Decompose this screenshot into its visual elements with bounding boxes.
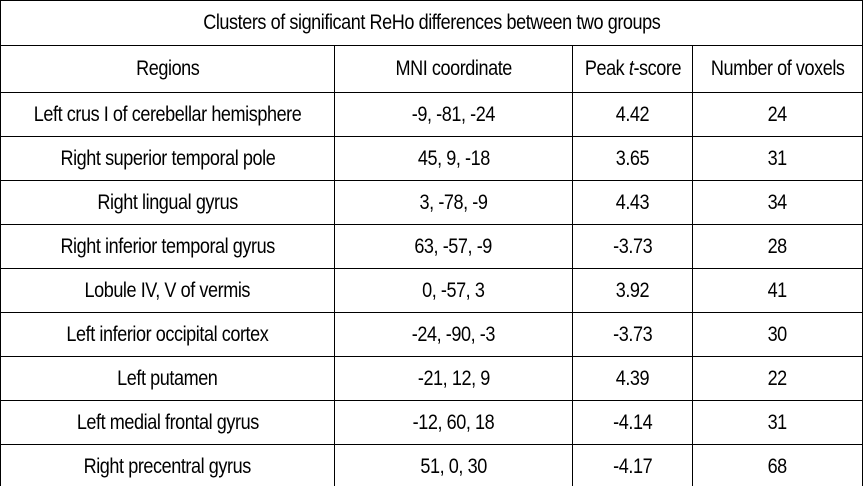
cell-peak: -3.73 <box>572 224 693 269</box>
cell-voxels-text: 30 <box>767 322 788 346</box>
cell-peak: 4.43 <box>572 180 693 225</box>
header-regions-text: Regions <box>135 57 200 80</box>
header-mni-text: MNI coordinate <box>395 57 512 80</box>
cell-peak-text: -4.14 <box>612 410 653 434</box>
cell-mni: -24, -90, -3 <box>334 312 573 357</box>
table-row: Left inferior occipital cortex -24, -90,… <box>0 312 864 357</box>
cell-region-text: Right inferior temporal gyrus <box>60 234 275 258</box>
cell-region: Right precentral gyrus <box>0 444 335 486</box>
cell-region-text: Left putamen <box>117 366 218 390</box>
cell-voxels: 31 <box>691 136 864 181</box>
cell-region-text: Right precentral gyrus <box>83 454 252 478</box>
cell-voxels: 41 <box>691 268 864 313</box>
table-caption-row: Clusters of significant ReHo differences… <box>0 0 864 46</box>
cell-voxels-text: 28 <box>767 234 788 258</box>
cell-peak: 4.42 <box>572 92 693 137</box>
table-row: Right inferior temporal gyrus 63, -57, -… <box>0 224 864 269</box>
cell-peak: 3.65 <box>572 136 693 181</box>
table-header-row: Regions MNI coordinate Peak t-score Numb… <box>0 45 864 93</box>
header-peak-text: Peak t-score <box>584 57 682 81</box>
table-row: Right precentral gyrus 51, 0, 30 -4.17 6… <box>0 444 864 486</box>
cell-region: Left putamen <box>0 356 335 401</box>
cell-mni: -9, -81, -24 <box>334 92 573 137</box>
cell-region-text: Right superior temporal pole <box>60 146 275 170</box>
cell-mni-text: 3, -78, -9 <box>419 190 488 214</box>
table-caption: Clusters of significant ReHo differences… <box>0 0 864 46</box>
cell-voxels: 31 <box>691 400 864 445</box>
table-row: Right lingual gyrus 3, -78, -9 4.43 34 <box>0 180 864 225</box>
header-peak-prefix: Peak <box>584 57 629 80</box>
cell-peak: -3.73 <box>572 312 693 357</box>
cell-region: Left crus I of cerebellar hemisphere <box>0 92 335 137</box>
cell-voxels: 28 <box>691 224 864 269</box>
header-regions: Regions <box>0 45 335 93</box>
cell-mni-text: -21, 12, 9 <box>417 366 490 390</box>
table-row: Lobule IV, V of vermis 0, -57, 3 3.92 41 <box>0 268 864 313</box>
cell-voxels: 34 <box>691 180 864 225</box>
cell-voxels-text: 22 <box>767 366 788 390</box>
cell-peak: -4.17 <box>572 444 693 486</box>
cell-voxels-text: 24 <box>767 102 788 126</box>
cell-peak-text: -3.73 <box>612 234 653 258</box>
table-row: Left putamen -21, 12, 9 4.39 22 <box>0 356 864 401</box>
cell-mni: 51, 0, 30 <box>334 444 573 486</box>
cell-mni-text: -9, -81, -24 <box>411 102 496 126</box>
cell-mni-text: 51, 0, 30 <box>420 454 487 478</box>
cell-voxels-text: 41 <box>767 278 788 302</box>
cell-region: Right inferior temporal gyrus <box>0 224 335 269</box>
cell-peak: 4.39 <box>572 356 693 401</box>
cell-peak-text: 4.39 <box>615 366 650 390</box>
header-mni-coordinate: MNI coordinate <box>334 45 573 93</box>
cell-peak-text: 4.42 <box>615 102 650 126</box>
header-peak-suffix: -score <box>633 57 682 80</box>
table-row: Left crus I of cerebellar hemisphere -9,… <box>0 92 864 137</box>
cell-mni-text: -24, -90, -3 <box>411 322 496 346</box>
cell-mni: -12, 60, 18 <box>334 400 573 445</box>
cell-mni-text: 45, 9, -18 <box>417 146 490 170</box>
header-peak-t-score: Peak t-score <box>572 45 693 93</box>
table-row: Right superior temporal pole 45, 9, -18 … <box>0 136 864 181</box>
table-row: Left medial frontal gyrus -12, 60, 18 -4… <box>0 400 864 445</box>
cell-mni: -21, 12, 9 <box>334 356 573 401</box>
cell-region: Left medial frontal gyrus <box>0 400 335 445</box>
cell-peak-text: 3.92 <box>615 278 650 302</box>
cell-region: Right superior temporal pole <box>0 136 335 181</box>
header-peak-italic: t <box>628 57 634 80</box>
cell-peak: -4.14 <box>572 400 693 445</box>
cell-peak-text: -4.17 <box>612 454 653 478</box>
cell-mni: 0, -57, 3 <box>334 268 573 313</box>
cell-voxels: 68 <box>691 444 864 486</box>
cell-mni-text: 63, -57, -9 <box>414 234 493 258</box>
cell-region-text: Left medial frontal gyrus <box>76 410 259 434</box>
cell-peak-text: 4.43 <box>615 190 650 214</box>
cell-region: Left inferior occipital cortex <box>0 312 335 357</box>
cell-mni: 63, -57, -9 <box>334 224 573 269</box>
cell-voxels: 30 <box>691 312 864 357</box>
cell-voxels-text: 34 <box>767 190 788 214</box>
cell-voxels-text: 31 <box>767 146 788 170</box>
cell-voxels-text: 68 <box>767 454 788 478</box>
cell-region-text: Right lingual gyrus <box>97 190 238 214</box>
cell-mni: 45, 9, -18 <box>334 136 573 181</box>
table-caption-text: Clusters of significant ReHo differences… <box>202 11 661 34</box>
cell-peak-text: -3.73 <box>612 322 653 346</box>
cell-peak-text: 3.65 <box>615 146 650 170</box>
cell-mni-text: 0, -57, 3 <box>422 278 485 302</box>
cell-mni: 3, -78, -9 <box>334 180 573 225</box>
cell-region-text: Lobule IV, V of vermis <box>84 278 251 302</box>
cell-mni-text: -12, 60, 18 <box>412 410 495 434</box>
cell-peak: 3.92 <box>572 268 693 313</box>
cell-region: Right lingual gyrus <box>0 180 335 225</box>
cell-voxels-text: 31 <box>767 410 788 434</box>
cell-voxels: 22 <box>691 356 864 401</box>
cell-region: Lobule IV, V of vermis <box>0 268 335 313</box>
cell-region-text: Left inferior occipital cortex <box>66 322 269 346</box>
cell-region-text: Left crus I of cerebellar hemisphere <box>33 102 302 126</box>
cell-voxels: 24 <box>691 92 864 137</box>
header-voxels-text: Number of voxels <box>710 57 845 80</box>
header-number-of-voxels: Number of voxels <box>691 45 864 93</box>
